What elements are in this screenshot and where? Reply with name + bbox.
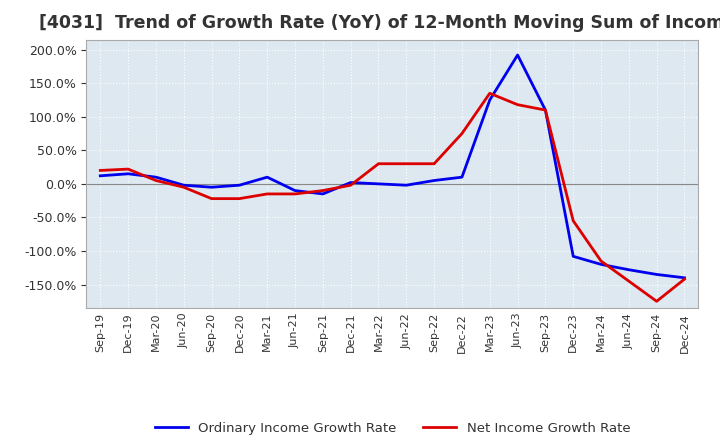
Net Income Growth Rate xyxy=(624,279,633,284)
Ordinary Income Growth Rate xyxy=(235,183,243,188)
Ordinary Income Growth Rate xyxy=(318,191,327,197)
Net Income Growth Rate xyxy=(541,107,550,113)
Ordinary Income Growth Rate xyxy=(207,184,216,190)
Ordinary Income Growth Rate xyxy=(291,188,300,193)
Net Income Growth Rate xyxy=(597,258,606,264)
Net Income Growth Rate xyxy=(346,183,355,188)
Net Income Growth Rate xyxy=(402,161,410,166)
Line: Ordinary Income Growth Rate: Ordinary Income Growth Rate xyxy=(100,55,685,278)
Net Income Growth Rate xyxy=(652,299,661,304)
Ordinary Income Growth Rate xyxy=(263,175,271,180)
Ordinary Income Growth Rate xyxy=(179,183,188,188)
Net Income Growth Rate xyxy=(430,161,438,166)
Net Income Growth Rate xyxy=(124,166,132,172)
Ordinary Income Growth Rate xyxy=(124,171,132,176)
Net Income Growth Rate xyxy=(680,276,689,282)
Net Income Growth Rate xyxy=(179,184,188,190)
Net Income Growth Rate xyxy=(513,102,522,107)
Line: Net Income Growth Rate: Net Income Growth Rate xyxy=(100,93,685,301)
Ordinary Income Growth Rate xyxy=(402,183,410,188)
Ordinary Income Growth Rate xyxy=(96,173,104,179)
Net Income Growth Rate xyxy=(96,168,104,173)
Ordinary Income Growth Rate xyxy=(458,175,467,180)
Legend: Ordinary Income Growth Rate, Net Income Growth Rate: Ordinary Income Growth Rate, Net Income … xyxy=(149,417,636,440)
Ordinary Income Growth Rate xyxy=(652,272,661,277)
Ordinary Income Growth Rate xyxy=(430,178,438,183)
Net Income Growth Rate xyxy=(485,91,494,96)
Ordinary Income Growth Rate xyxy=(680,275,689,280)
Ordinary Income Growth Rate xyxy=(485,97,494,103)
Net Income Growth Rate xyxy=(458,131,467,136)
Net Income Growth Rate xyxy=(235,196,243,201)
Ordinary Income Growth Rate xyxy=(374,181,383,187)
Net Income Growth Rate xyxy=(263,191,271,197)
Ordinary Income Growth Rate xyxy=(569,254,577,259)
Net Income Growth Rate xyxy=(291,191,300,197)
Ordinary Income Growth Rate xyxy=(597,262,606,267)
Ordinary Income Growth Rate xyxy=(346,180,355,185)
Net Income Growth Rate xyxy=(569,218,577,224)
Ordinary Income Growth Rate xyxy=(152,175,161,180)
Title: [4031]  Trend of Growth Rate (YoY) of 12-Month Moving Sum of Incomes: [4031] Trend of Growth Rate (YoY) of 12-… xyxy=(39,15,720,33)
Net Income Growth Rate xyxy=(207,196,216,201)
Ordinary Income Growth Rate xyxy=(513,52,522,58)
Ordinary Income Growth Rate xyxy=(541,107,550,113)
Ordinary Income Growth Rate xyxy=(624,267,633,272)
Net Income Growth Rate xyxy=(318,188,327,193)
Net Income Growth Rate xyxy=(374,161,383,166)
Net Income Growth Rate xyxy=(152,178,161,183)
